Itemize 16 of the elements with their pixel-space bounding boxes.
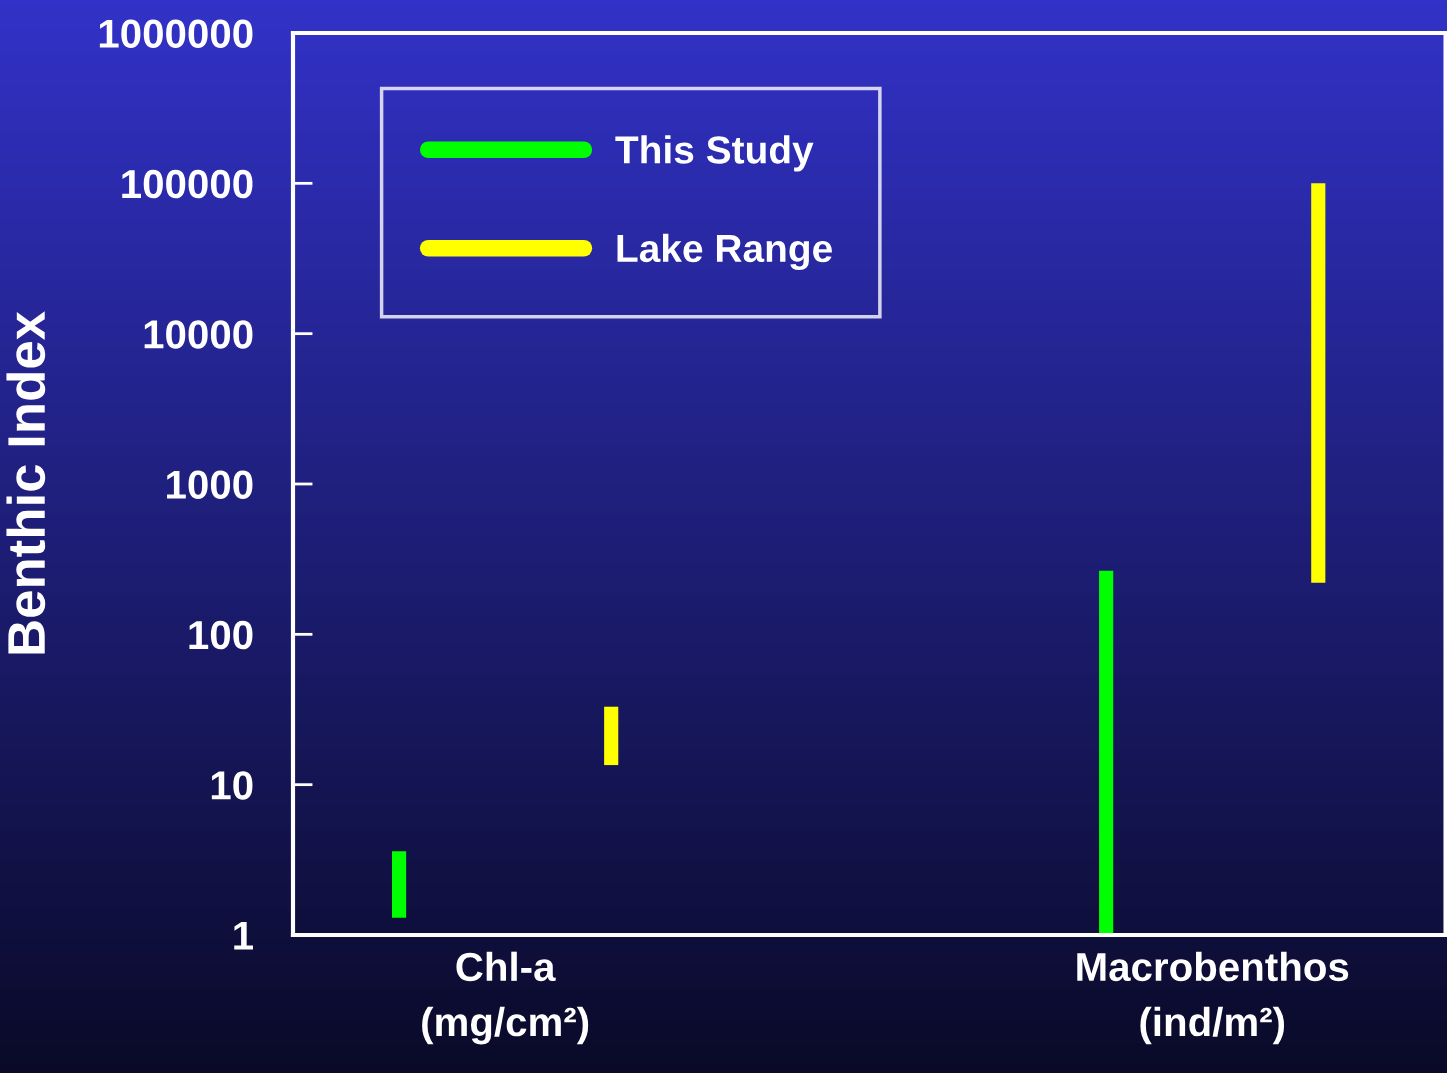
bar	[1311, 183, 1326, 583]
y-tick-label: 100000	[122, 169, 253, 199]
y-tick-label: 10	[211, 771, 253, 800]
bar	[604, 706, 619, 766]
y-axis-title: Benthic Index	[6, 311, 46, 654]
y-tick-label: 100	[189, 620, 253, 650]
legend-label: This Study	[615, 135, 814, 172]
x-tick-label: Macrobenthos (ind/m²)	[1077, 951, 1349, 1045]
y-tick-label: 1	[234, 921, 253, 950]
legend-label: Lake Range	[617, 233, 832, 271]
y-tick-label: 1000000	[99, 19, 253, 48]
bar	[391, 851, 407, 918]
bar	[1099, 570, 1114, 935]
y-tick-label: 1000	[167, 470, 253, 499]
y-tick-label: 10000	[144, 320, 253, 349]
x-tick-label: Chl-a (mg/cm²)	[422, 951, 589, 1045]
